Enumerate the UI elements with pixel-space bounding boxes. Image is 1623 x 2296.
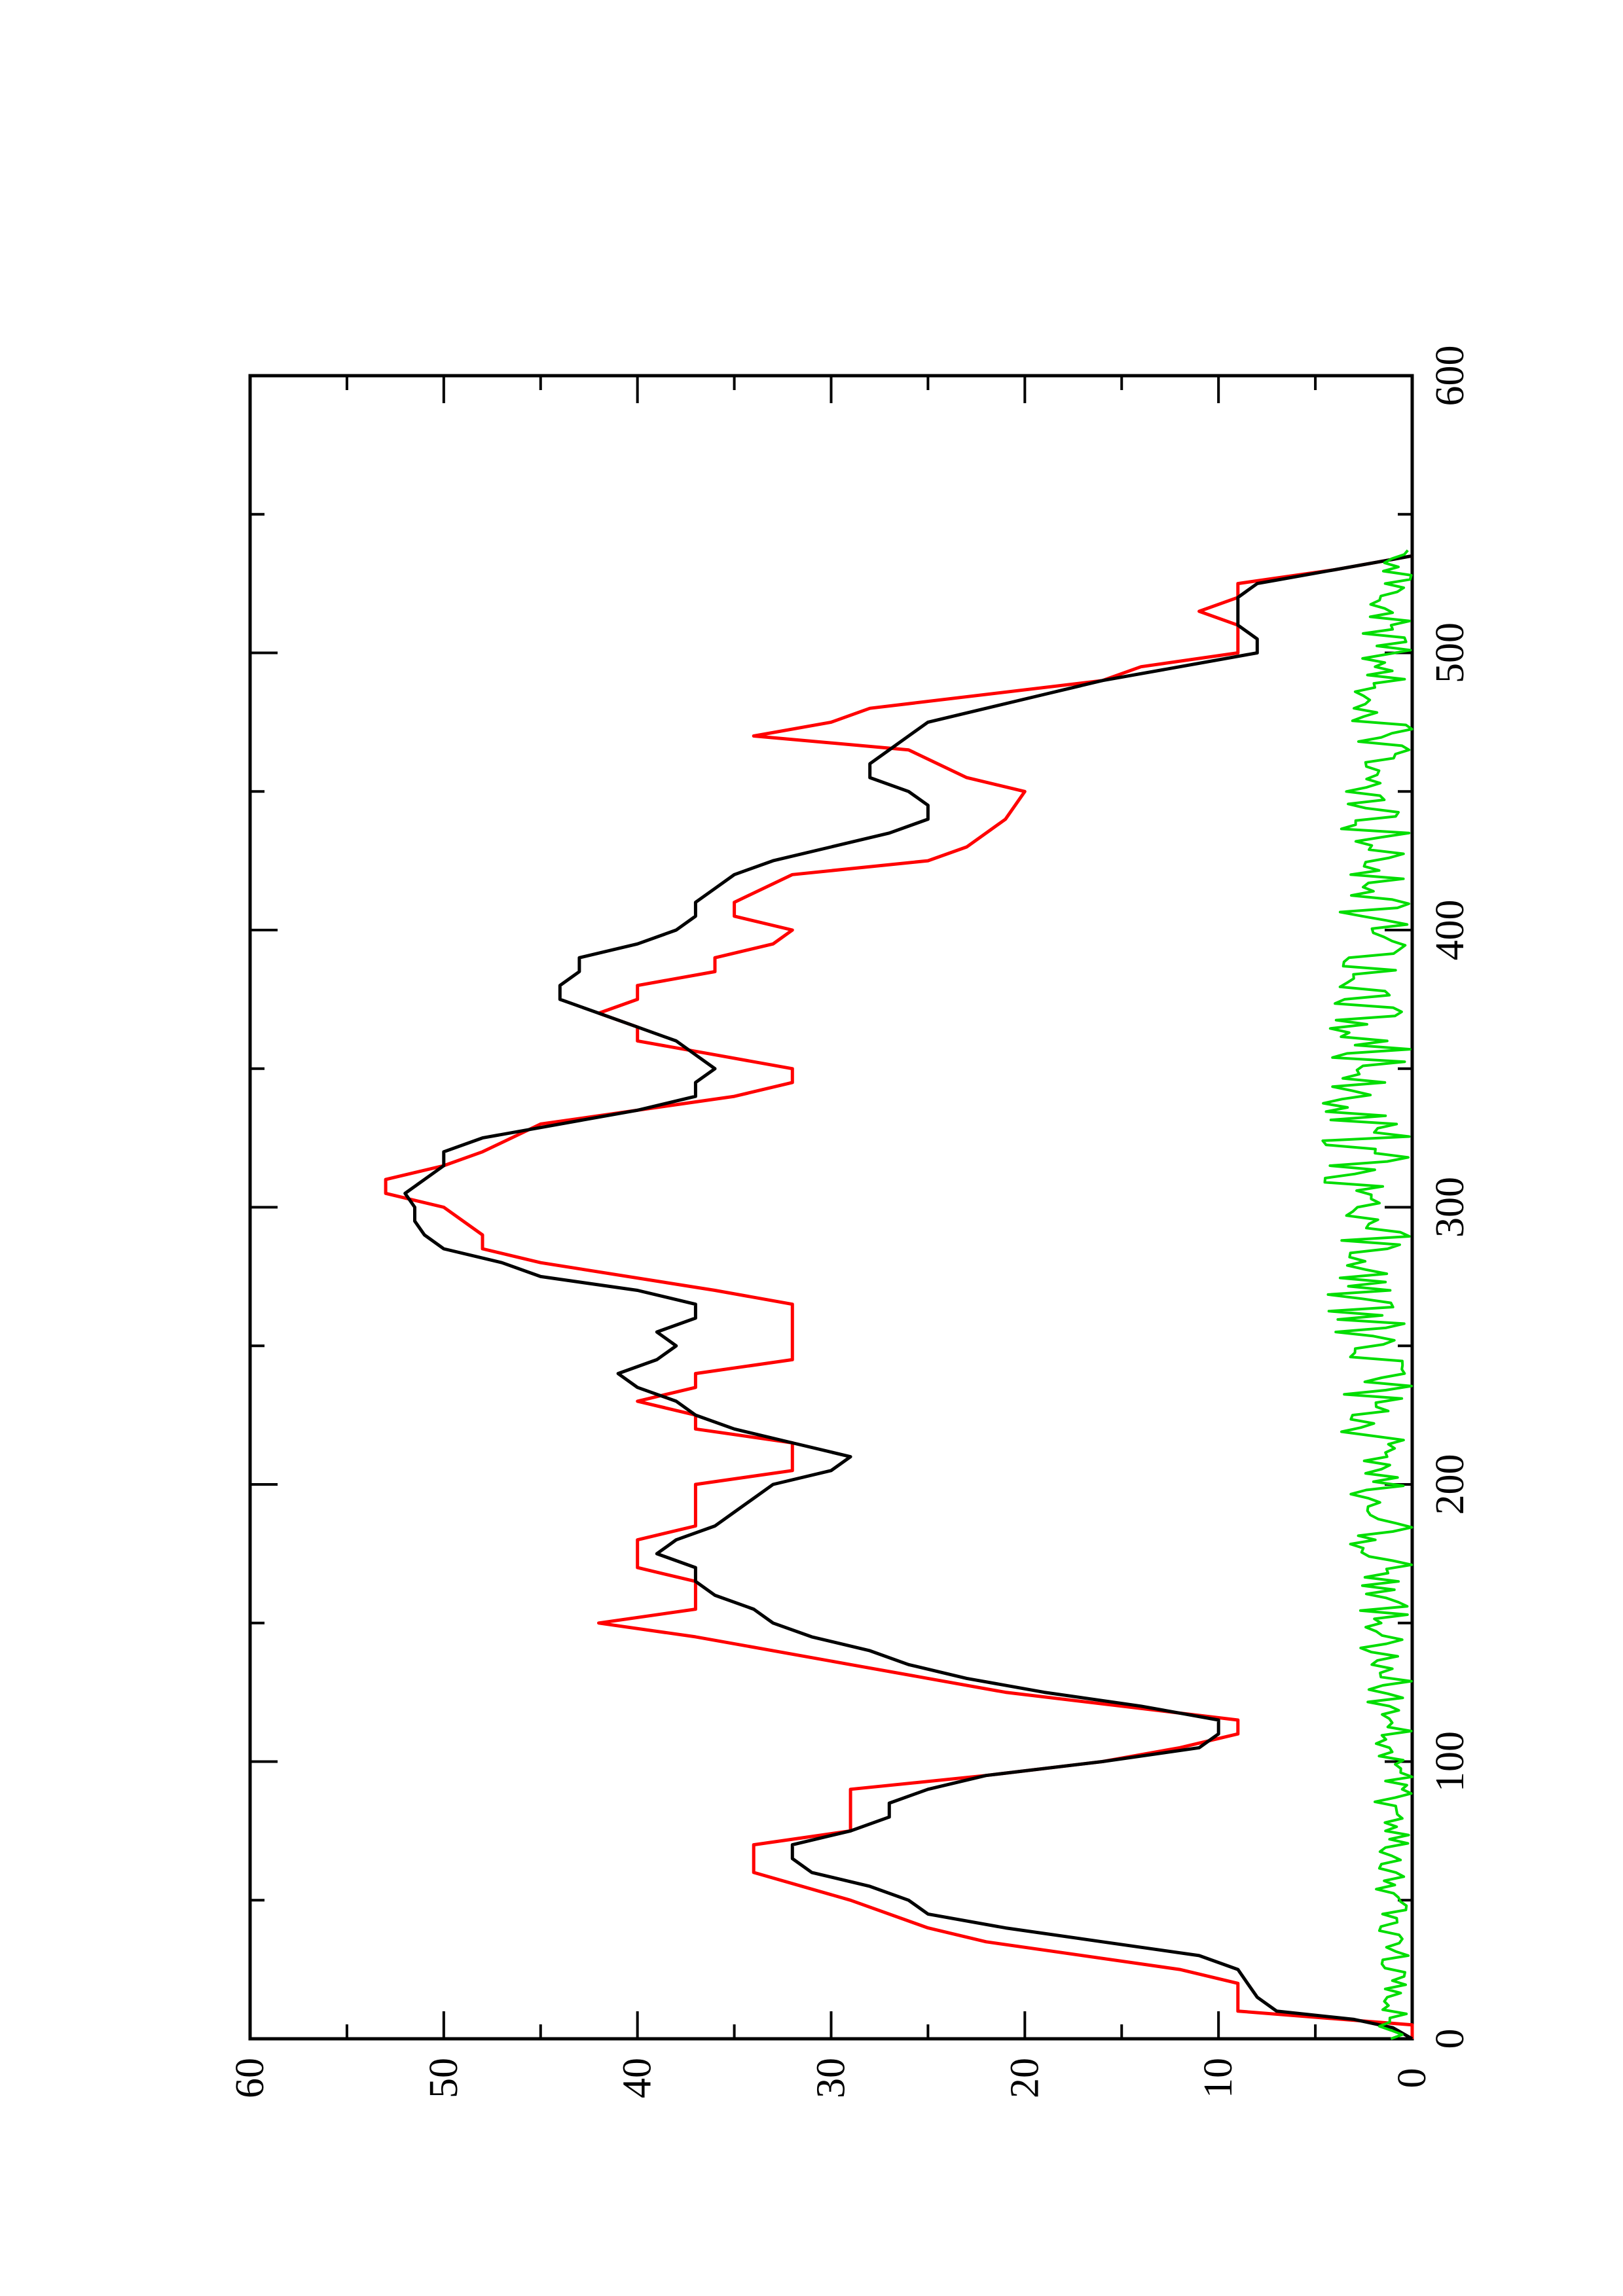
tick-labels: 0 100 200 300 400 500 600 0 10 20 30 40 50 60 bbox=[228, 346, 1472, 2099]
y-tick-label: 40 bbox=[615, 2058, 660, 2098]
series-group bbox=[384, 549, 1414, 2041]
series-line-1 bbox=[384, 554, 1414, 2039]
x-tick-label: 600 bbox=[1428, 346, 1472, 406]
y-tick-label: 10 bbox=[1196, 2058, 1241, 2098]
x-tick-label: 200 bbox=[1428, 1454, 1472, 1515]
series-line-2 bbox=[403, 554, 1413, 2041]
x-tick-label: 100 bbox=[1428, 1731, 1472, 1792]
x-tick-label: 0 bbox=[1428, 2029, 1472, 2049]
y-tick-label: 30 bbox=[809, 2058, 854, 2098]
series-line-3 bbox=[1321, 549, 1413, 2040]
y-tick-label: 0 bbox=[1390, 2068, 1434, 2089]
y-tick-label: 20 bbox=[1002, 2058, 1047, 2098]
y-tick-label: 60 bbox=[228, 2058, 272, 2098]
y-tick-label: 50 bbox=[422, 2058, 466, 2098]
axis-ticks bbox=[249, 374, 1413, 2040]
x-tick-label: 500 bbox=[1428, 622, 1472, 683]
x-tick-label: 400 bbox=[1428, 900, 1472, 961]
x-tick-label: 300 bbox=[1428, 1177, 1472, 1238]
